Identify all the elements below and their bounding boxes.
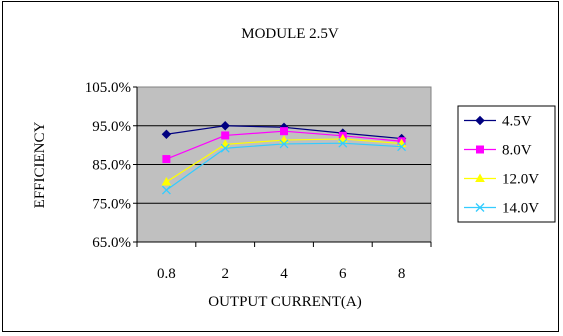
y-tick-label: 75.0% (92, 196, 131, 212)
legend-marker (476, 145, 484, 154)
y-tick-label: 95.0% (92, 119, 131, 135)
x-tick-label: 0.8 (157, 266, 176, 282)
data-point (221, 131, 230, 140)
legend-items: 4.5V 8.0V 12.0V 14.0V (464, 114, 539, 217)
x-tick-label: 6 (339, 266, 347, 282)
data-point (162, 155, 171, 164)
legend-label: 4.5V (502, 114, 532, 130)
legend-marker (475, 203, 485, 212)
data-point (338, 138, 348, 148)
legend-marker (475, 173, 485, 182)
legend-item: 14.0V (464, 201, 539, 217)
y-axis-tick-labels: 65.0% 75.0% 85.0% 95.0% 105.0% (85, 80, 131, 251)
legend-item: 4.5V (464, 114, 532, 130)
series-layer (161, 121, 407, 195)
legend (457, 105, 556, 223)
x-tick-label: 4 (280, 266, 288, 282)
data-point (161, 185, 171, 195)
x-axis-ticks (136, 242, 432, 247)
data-point (220, 143, 230, 153)
y-axis-title: EFFICIENCY (32, 122, 48, 209)
series-3 (161, 138, 407, 195)
data-point (161, 129, 172, 139)
chart-title: MODULE 2.5V (241, 26, 339, 42)
legend-label: 14.0V (502, 201, 539, 217)
data-point (161, 176, 172, 186)
legend-item: 8.0V (464, 143, 532, 159)
y-tick-label: 105.0% (85, 80, 131, 96)
legend-marker (475, 115, 485, 126)
x-axis-tick-labels: 0.8 2 4 6 8 (157, 266, 405, 282)
x-axis-title: OUTPUT CURRENT(A) (208, 294, 361, 310)
x-tick-label: 8 (398, 266, 406, 282)
x-tick-label: 2 (221, 266, 229, 282)
data-point (220, 121, 230, 131)
y-tick-label: 65.0% (92, 235, 131, 251)
legend-label: 12.0V (502, 172, 539, 188)
legend-label: 8.0V (502, 143, 532, 159)
data-point (279, 139, 289, 149)
legend-item: 12.0V (464, 172, 539, 188)
data-point (337, 133, 348, 143)
y-tick-label: 85.0% (92, 158, 131, 174)
gridlines (133, 86, 431, 243)
data-point (280, 127, 288, 136)
data-point (397, 142, 407, 152)
